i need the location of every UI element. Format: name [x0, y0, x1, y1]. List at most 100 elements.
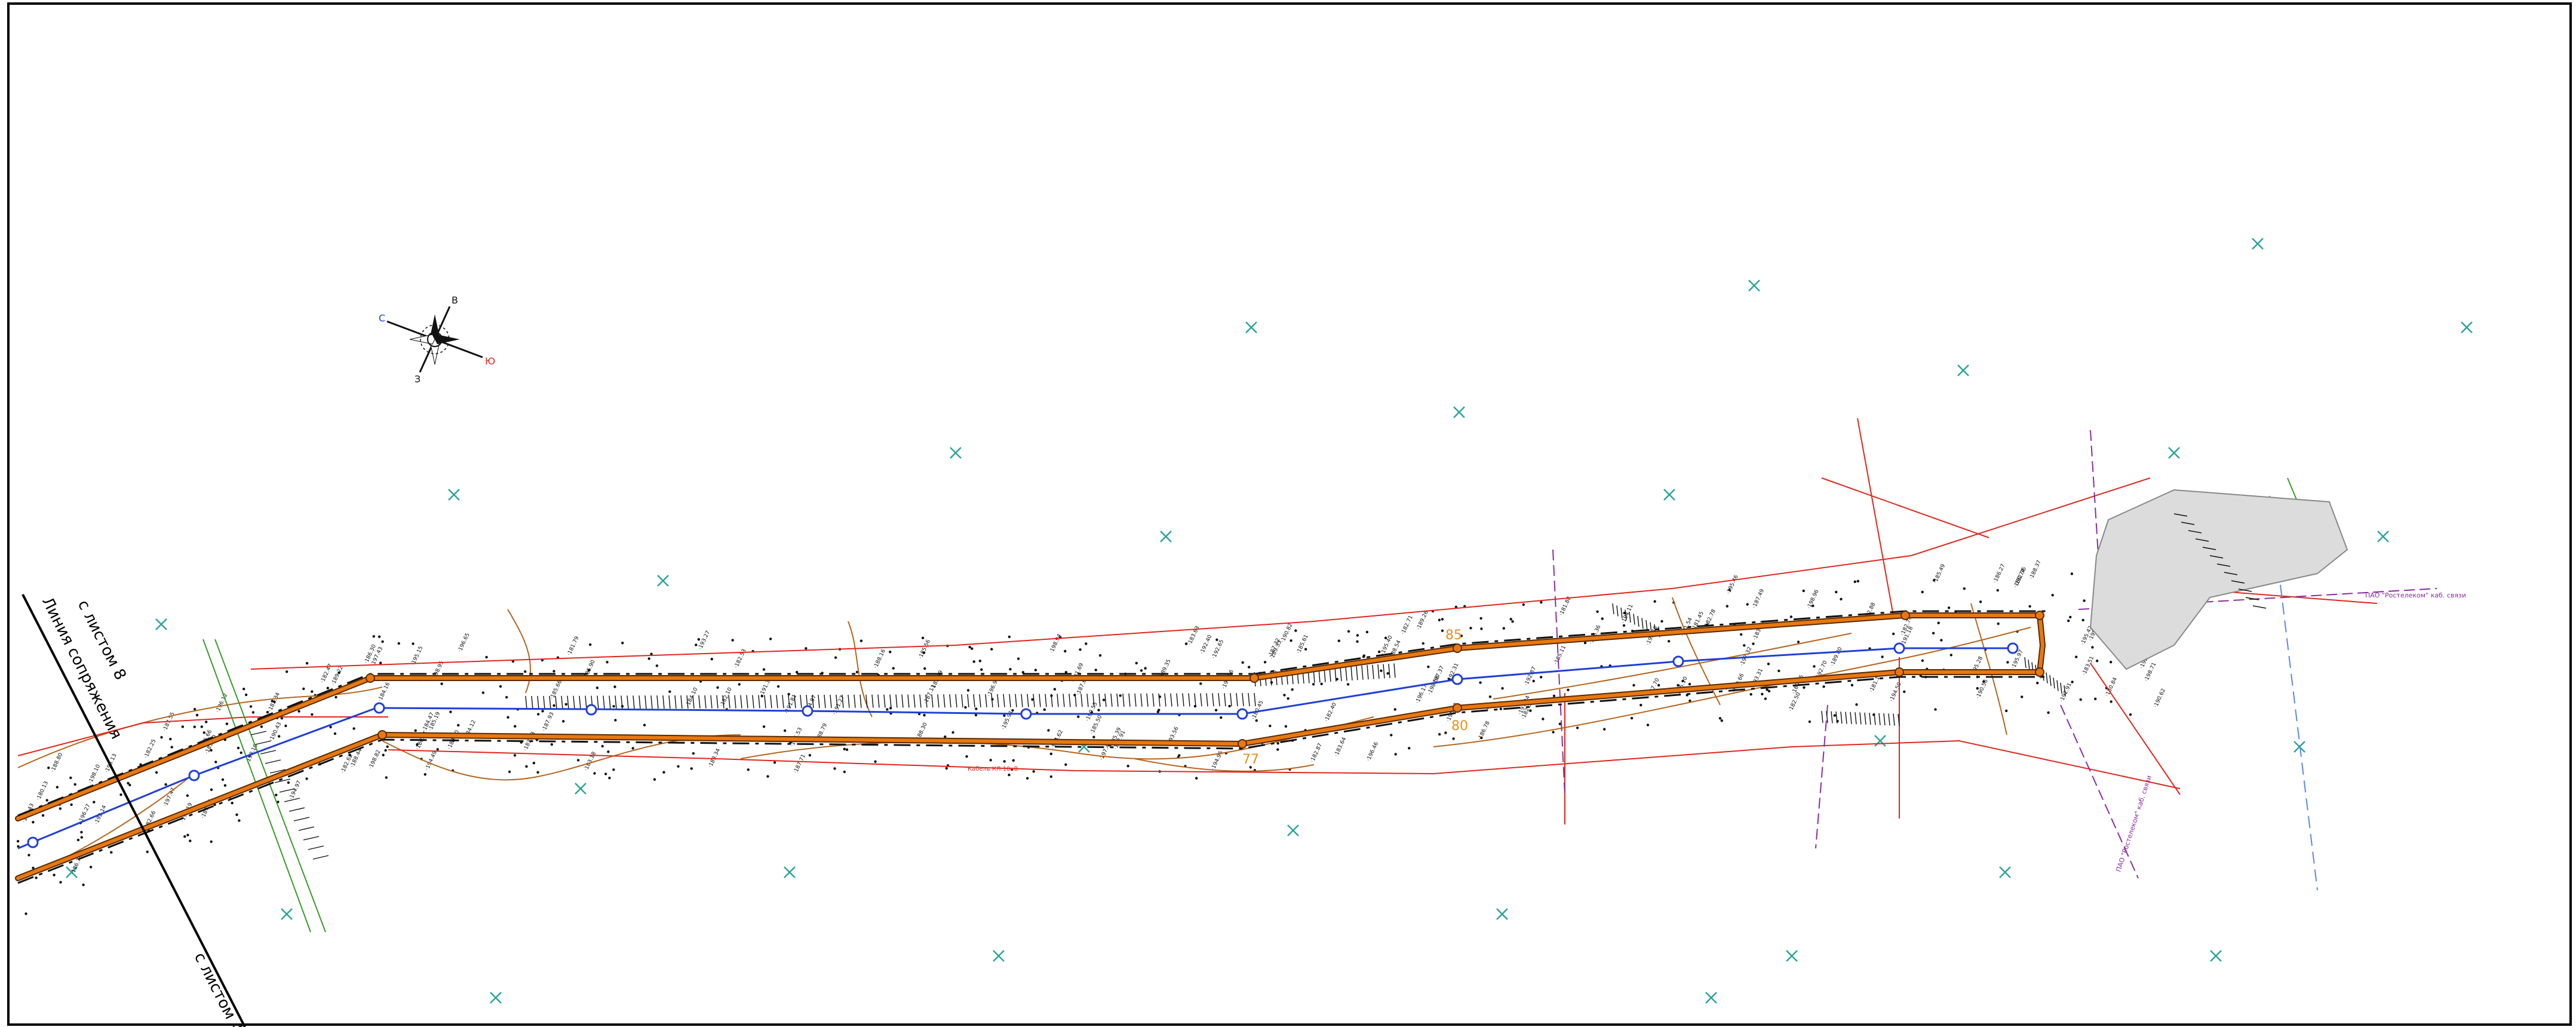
elevation-label: ·192.35 [2014, 566, 2028, 587]
hatch-tick [716, 695, 719, 709]
manhole [585, 704, 597, 716]
hatch-tick [925, 694, 928, 708]
survey-point [612, 705, 615, 708]
grid-cross [993, 950, 1005, 962]
survey-point [923, 713, 926, 717]
hatch-tick [1152, 693, 1155, 707]
survey-point [70, 803, 73, 807]
grid-cross [1245, 321, 1257, 333]
survey-point [1921, 659, 1924, 663]
survey-point [550, 743, 553, 746]
survey-point [384, 749, 387, 752]
survey-point [1540, 676, 1543, 679]
survey-point [1855, 703, 1858, 706]
elevation-label: ·180.13 [36, 780, 50, 801]
survey-point [1263, 661, 1267, 664]
grid-cross [575, 783, 587, 795]
survey-point [541, 710, 544, 713]
hatch-tick [1350, 666, 1353, 680]
survey-point [82, 883, 85, 887]
survey-point [1026, 777, 1029, 780]
elevation-label: ·185.61 [1295, 634, 1310, 655]
survey-point [1853, 580, 1856, 583]
manhole [1451, 673, 1463, 685]
survey-point [631, 747, 634, 750]
hatch-tick [1641, 618, 1644, 629]
hatch-tick [644, 695, 647, 709]
survey-point [59, 807, 62, 810]
survey-point [1021, 671, 1025, 674]
hatch-tick [1383, 664, 1385, 679]
hatch-tick [1633, 614, 1635, 625]
hatch-tick [2252, 605, 2267, 609]
survey-point [595, 686, 599, 689]
hatch-tick [1625, 609, 1627, 621]
survey-point [210, 749, 213, 752]
hatch-tick [907, 694, 910, 708]
hatch-tick [734, 695, 736, 709]
survey-point [1119, 694, 1122, 697]
hatch-tick [2046, 672, 2048, 683]
survey-point [1718, 717, 1722, 720]
elevation-label: ·186.27 [1992, 563, 2007, 584]
survey-point [2110, 700, 2113, 703]
hatch-tick [991, 694, 993, 707]
survey-point [874, 760, 877, 764]
hatch-tick [764, 695, 766, 709]
survey-point [589, 643, 592, 646]
manhole [1672, 655, 1684, 667]
survey-point [668, 690, 671, 693]
storm-drain-lines [2269, 495, 2318, 891]
hatch-tick [686, 695, 689, 709]
hatch-tick [1888, 713, 1890, 726]
survey-point [1881, 655, 1884, 658]
survey-point [244, 693, 248, 697]
elevation-label: ·192.87 [1524, 666, 1538, 687]
hatch-tick [298, 826, 315, 831]
elevation-label: ·183.64 [1334, 736, 1348, 758]
hatch-tick [579, 695, 581, 709]
survey-point [766, 775, 769, 778]
hatch-tick [1831, 711, 1833, 724]
hatch-tick [2224, 572, 2238, 575]
survey-point [1102, 698, 1106, 701]
survey-point [16, 839, 20, 843]
hatch-tick [668, 695, 671, 709]
survey-point [1092, 735, 1095, 738]
hatch-tick [1218, 693, 1220, 707]
survey-point [1346, 683, 1350, 686]
survey-point [1797, 640, 1800, 643]
survey-point [562, 720, 565, 723]
survey-point [1937, 621, 1940, 624]
survey-point [1047, 729, 1050, 732]
hatch-tick [704, 695, 707, 709]
survey-point [271, 700, 274, 703]
hatch-tick [1206, 693, 1208, 707]
survey-point [1126, 765, 1129, 768]
survey-point [1657, 683, 1660, 687]
hatch-tick [561, 695, 563, 709]
picket-label-77: 77 [1242, 752, 1259, 767]
survey-point [612, 768, 615, 771]
survey-point [843, 770, 846, 774]
survey-point [1049, 752, 1053, 756]
hatch-tick [967, 694, 969, 708]
survey-point [1034, 669, 1037, 672]
compass-east: В [452, 295, 458, 306]
survey-point [1199, 682, 1202, 685]
hatch-tick [656, 695, 659, 709]
route-vertex [2035, 611, 2044, 620]
survey-point [716, 686, 719, 689]
hatch-tick [1146, 693, 1149, 707]
elevation-label: ·192.65 [1211, 639, 1226, 660]
survey-point [1094, 669, 1098, 672]
survey-point [2047, 711, 2050, 715]
hatch-tick [1104, 693, 1107, 707]
survey-point [1502, 627, 1505, 630]
survey-point [1064, 763, 1067, 767]
grid-cross [281, 908, 293, 920]
power-lines [17, 418, 2378, 824]
survey-point [525, 765, 528, 768]
survey-point [2091, 646, 2094, 649]
